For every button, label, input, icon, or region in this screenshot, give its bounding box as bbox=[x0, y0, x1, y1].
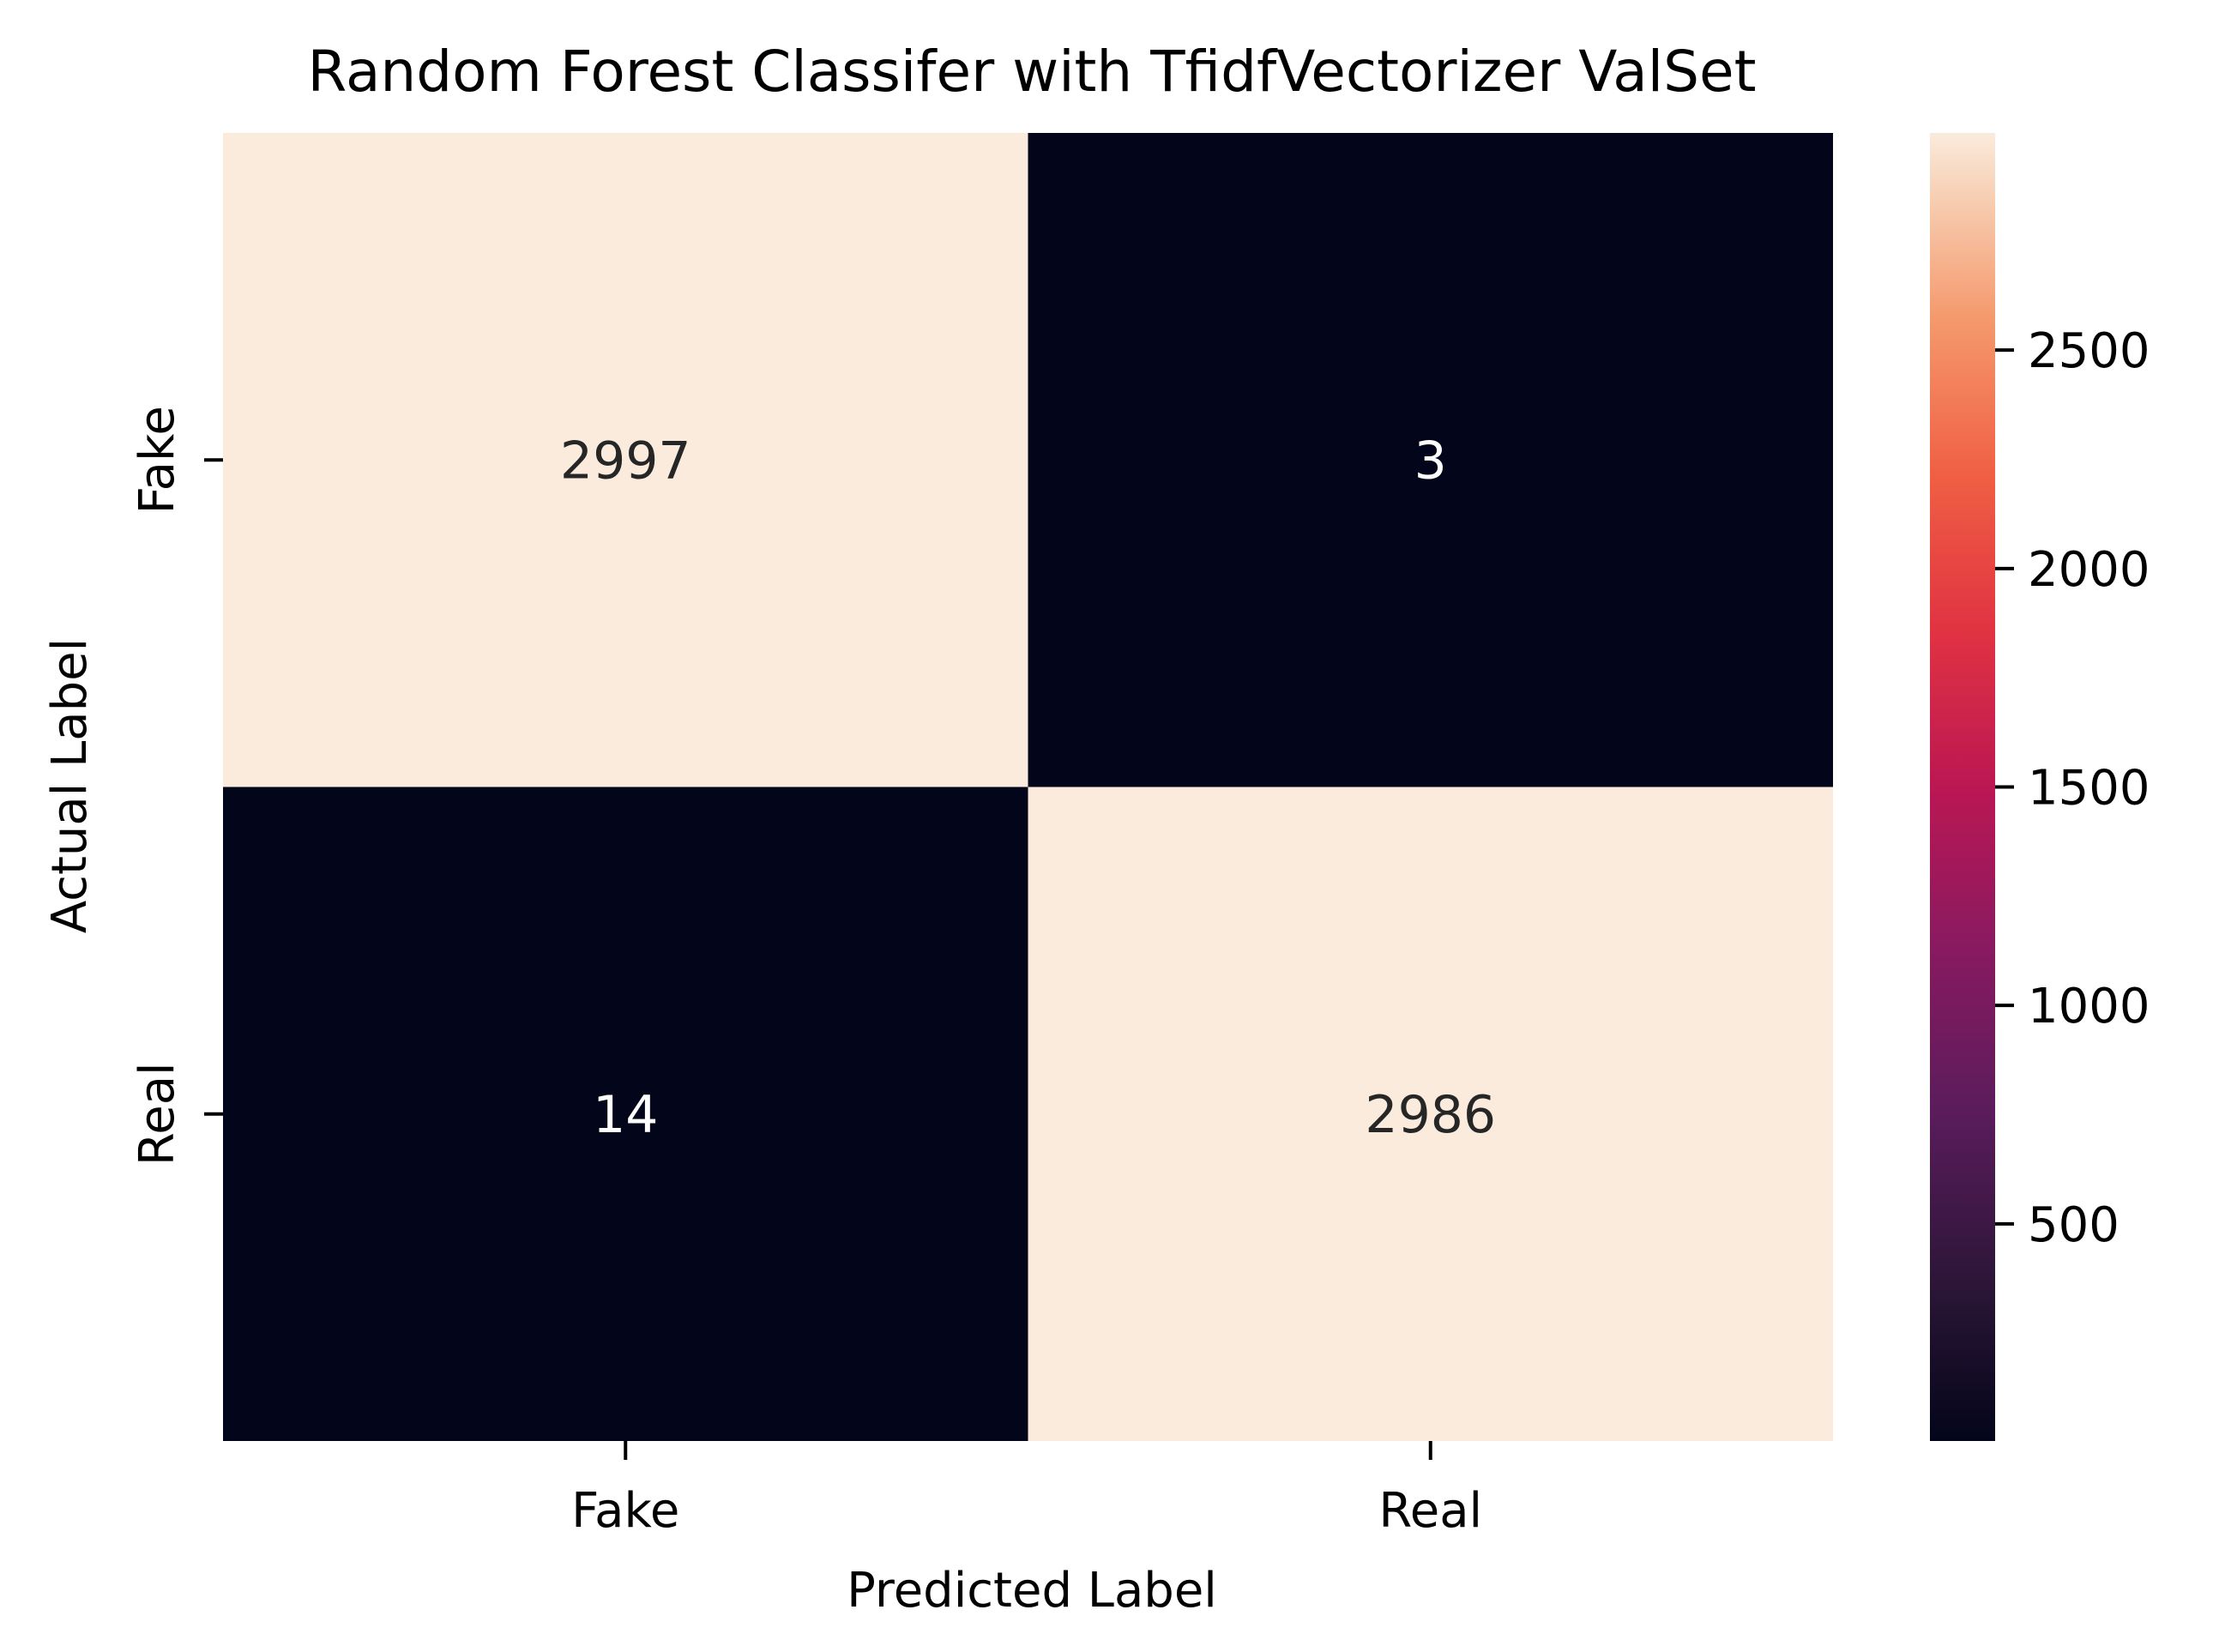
colorbar-tick-label: 1000 bbox=[2028, 979, 2150, 1034]
colorbar: 500 1000 1500 2000 2500 bbox=[1930, 133, 2150, 1441]
colorbar-tick-label: 500 bbox=[2028, 1197, 2120, 1253]
heatmap-cell-fake-fake bbox=[223, 133, 1028, 787]
colorbar-tick-label: 2000 bbox=[2028, 542, 2150, 598]
x-tick-label-real: Real bbox=[1378, 1483, 1482, 1539]
y-axis-ticks: Fake Real bbox=[130, 406, 223, 1166]
x-tick-label-fake: Fake bbox=[571, 1483, 679, 1539]
colorbar-gradient bbox=[1930, 133, 1995, 1441]
heatmap-cell-real-real bbox=[1028, 787, 1833, 1441]
chart-title: Random Forest Classifer with TfidfVector… bbox=[308, 39, 1757, 105]
cell-value-label: 3 bbox=[1414, 431, 1447, 491]
cell-value-label: 2997 bbox=[560, 431, 691, 491]
x-axis-ticks: Fake Real bbox=[571, 1441, 1482, 1539]
cell-value-label: 2986 bbox=[1365, 1085, 1496, 1145]
colorbar-ticks: 500 1000 1500 2000 2500 bbox=[1995, 323, 2150, 1253]
heatmap-cell-labels: 2997 3 14 2986 bbox=[560, 431, 1496, 1145]
colorbar-tick-label: 1500 bbox=[2028, 761, 2150, 817]
y-tick-label-real: Real bbox=[130, 1062, 185, 1166]
heatmap-cell-fake-real bbox=[1028, 133, 1833, 787]
heatmap-cell-real-fake bbox=[223, 787, 1028, 1441]
cell-value-label: 14 bbox=[593, 1085, 658, 1145]
colorbar-tick-label: 2500 bbox=[2028, 323, 2150, 379]
y-tick-label-fake: Fake bbox=[130, 406, 185, 514]
y-axis-label: Actual Label bbox=[42, 638, 98, 933]
x-axis-label: Predicted Label bbox=[847, 1563, 1217, 1619]
heatmap-cells bbox=[223, 133, 1833, 1441]
